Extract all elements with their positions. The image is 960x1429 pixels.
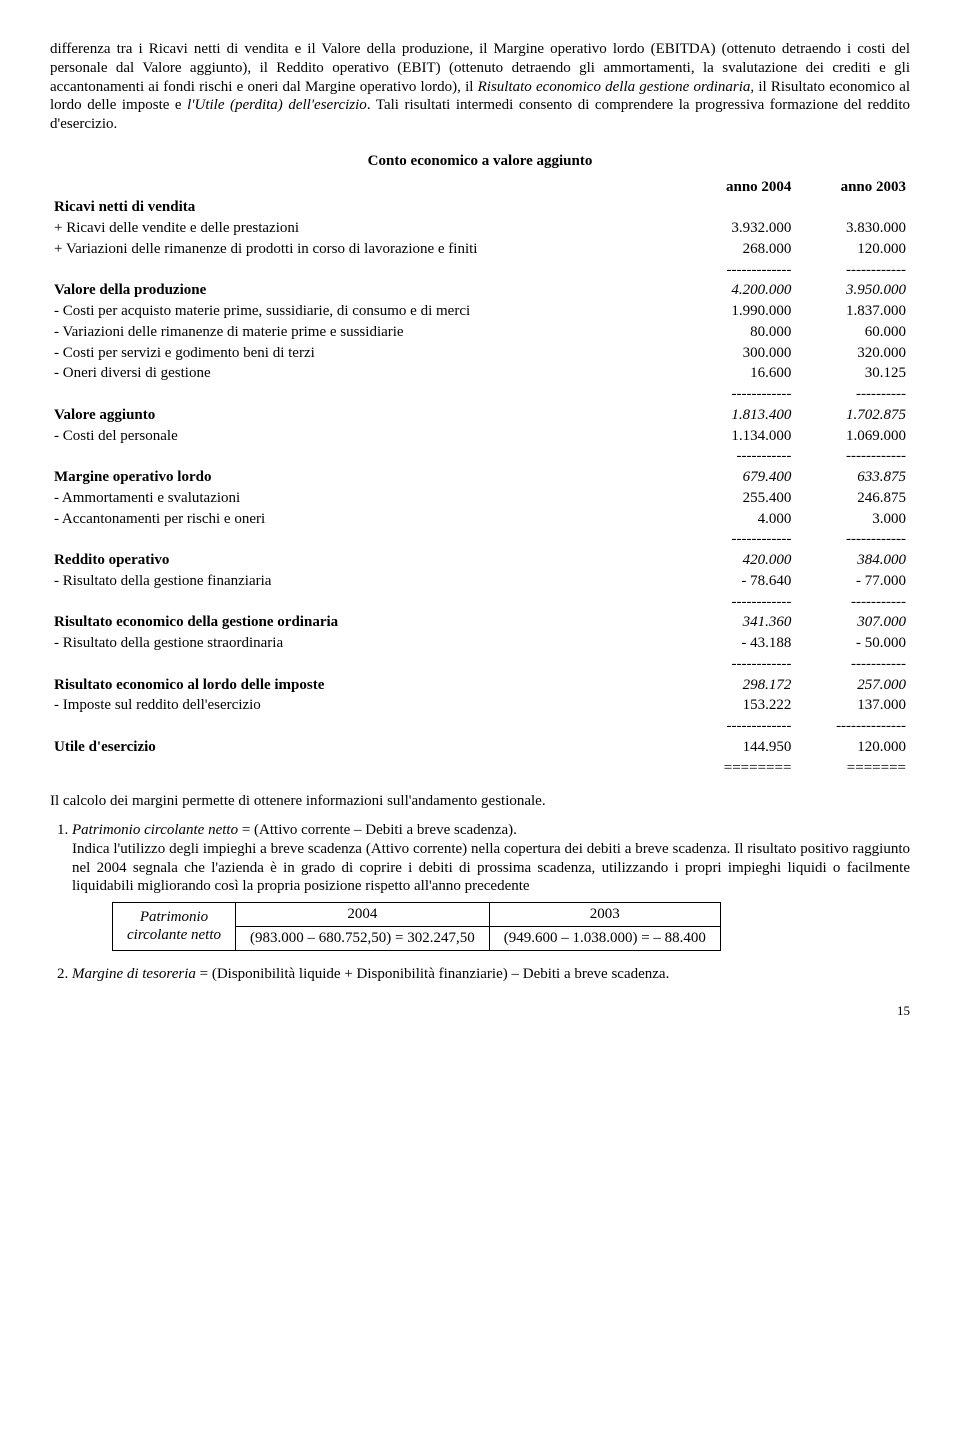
c-amm-04: 255.400 <box>684 488 795 509</box>
dash-e04: ------------ <box>684 592 795 613</box>
eq03: ======= <box>795 758 910 779</box>
ord-03: 307.000 <box>795 612 910 633</box>
r-variaz-04: 268.000 <box>684 239 795 260</box>
redop-04: 420.000 <box>684 550 795 571</box>
li2-a: Margine di tesoreria <box>72 966 196 982</box>
redop-03: 384.000 <box>795 550 910 571</box>
c-oneri-l: - Oneri diversi di gestione <box>50 363 684 384</box>
c-mat-04: 1.990.000 <box>684 301 795 322</box>
intro-text-d: l'Utile (perdita) dell'esercizio <box>187 97 367 113</box>
pat-2004-v: (983.000 – 680.752,50) = 302.247,50 <box>236 926 490 950</box>
c-var-04: 80.000 <box>684 322 795 343</box>
r-fin-03: - 77.000 <box>795 571 910 592</box>
c-oneri-03: 30.125 <box>795 363 910 384</box>
pat-2004-h: 2004 <box>236 903 490 927</box>
h-lordo: Risultato economico al lordo delle impos… <box>50 675 684 696</box>
pat-2003-v: (949.600 – 1.038.000) = – 88.400 <box>489 926 720 950</box>
c-amm-l: - Ammortamenti e svalutazioni <box>50 488 684 509</box>
c-var-03: 60.000 <box>795 322 910 343</box>
mol-04: 679.400 <box>684 467 795 488</box>
r-variaz-03: 120.000 <box>795 239 910 260</box>
h-ord: Risultato economico della gestione ordin… <box>50 612 684 633</box>
c-pers-03: 1.069.000 <box>795 426 910 447</box>
r-str-04: - 43.188 <box>684 633 795 654</box>
r-vendite-03: 3.830.000 <box>795 218 910 239</box>
r-imp-l: - Imposte sul reddito dell'esercizio <box>50 695 684 716</box>
dash-b03: ---------- <box>795 384 910 405</box>
utile-04: 144.950 <box>684 737 795 758</box>
pat-2003-h: 2003 <box>489 903 720 927</box>
eq04: ======== <box>684 758 795 779</box>
r-fin-l: - Risultato della gestione finanziaria <box>50 571 684 592</box>
conto-title: Conto economico a valore aggiunto <box>50 152 910 171</box>
pat-label: Patrimoniocircolante netto <box>113 903 236 951</box>
c-amm-03: 246.875 <box>795 488 910 509</box>
dash-f03: ----------- <box>795 654 910 675</box>
list-item-1: Patrimonio circolante netto = (Attivo co… <box>72 821 910 951</box>
valprod-03: 3.950.000 <box>795 280 910 301</box>
valagg-03: 1.702.875 <box>795 405 910 426</box>
margin-list: Patrimonio circolante netto = (Attivo co… <box>50 821 910 983</box>
utile-03: 120.000 <box>795 737 910 758</box>
intro-text-b: Risultato economico della gestione ordin… <box>478 79 751 95</box>
r-vendite-04: 3.932.000 <box>684 218 795 239</box>
h-valprod: Valore della produzione <box>50 280 684 301</box>
dash-c03: ------------ <box>795 446 910 467</box>
li1-a: Patrimonio circolante netto <box>72 822 238 838</box>
c-pers-04: 1.134.000 <box>684 426 795 447</box>
patrimonio-table: Patrimoniocircolante netto 2004 2003 (98… <box>112 902 721 951</box>
ord-04: 341.360 <box>684 612 795 633</box>
c-acc-l: - Accantonamenti per rischi e oneri <box>50 509 684 530</box>
h-mol: Margine operativo lordo <box>50 467 684 488</box>
c-acc-04: 4.000 <box>684 509 795 530</box>
h-valagg: Valore aggiunto <box>50 405 684 426</box>
intro-paragraph: differenza tra i Ricavi netti di vendita… <box>50 40 910 134</box>
col-2004: anno 2004 <box>684 177 795 198</box>
lordo-04: 298.172 <box>684 675 795 696</box>
dash-e03: ----------- <box>795 592 910 613</box>
c-acc-03: 3.000 <box>795 509 910 530</box>
r-fin-04: - 78.640 <box>684 571 795 592</box>
col-2003: anno 2003 <box>795 177 910 198</box>
r-str-l: - Risultato della gestione straordinaria <box>50 633 684 654</box>
r-variaz-l: + Variazioni delle rimanenze di prodotti… <box>50 239 684 260</box>
dash-c04: ----------- <box>684 446 795 467</box>
c-mat-l: - Costi per acquisto materie prime, suss… <box>50 301 684 322</box>
page-number: 15 <box>50 1003 910 1019</box>
valagg-04: 1.813.400 <box>684 405 795 426</box>
r-vendite-l: + Ricavi delle vendite e delle prestazio… <box>50 218 684 239</box>
dash-d04: ------------ <box>684 529 795 550</box>
dash-d03: ------------ <box>795 529 910 550</box>
li2-b: = (Disponibilità liquide + Disponibilità… <box>196 966 669 982</box>
valprod-04: 4.200.000 <box>684 280 795 301</box>
li1-b: = (Attivo corrente – Debiti a breve scad… <box>238 822 517 838</box>
h-ricavi: Ricavi netti di vendita <box>50 197 684 218</box>
c-var-l: - Variazioni delle rimanenze di materie … <box>50 322 684 343</box>
r-str-03: - 50.000 <box>795 633 910 654</box>
li1-c: Indica l'utilizzo degli impieghi a breve… <box>72 841 910 895</box>
after-p1: Il calcolo dei margini permette di otten… <box>50 792 910 811</box>
dash-a03: ------------ <box>795 260 910 281</box>
c-serv-l: - Costi per servizi e godimento beni di … <box>50 343 684 364</box>
h-utile: Utile d'esercizio <box>50 737 684 758</box>
conto-table: anno 2004 anno 2003 Ricavi netti di vend… <box>50 177 910 779</box>
r-imp-04: 153.222 <box>684 695 795 716</box>
dash-f04: ------------ <box>684 654 795 675</box>
c-oneri-04: 16.600 <box>684 363 795 384</box>
mol-03: 633.875 <box>795 467 910 488</box>
c-pers-l: - Costi del personale <box>50 426 684 447</box>
dash-b04: ------------ <box>684 384 795 405</box>
c-serv-04: 300.000 <box>684 343 795 364</box>
c-mat-03: 1.837.000 <box>795 301 910 322</box>
lordo-03: 257.000 <box>795 675 910 696</box>
list-item-2: Margine di tesoreria = (Disponibilità li… <box>72 965 910 984</box>
dash-a04: ------------- <box>684 260 795 281</box>
h-redop: Reddito operativo <box>50 550 684 571</box>
r-imp-03: 137.000 <box>795 695 910 716</box>
dash-g03: -------------- <box>795 716 910 737</box>
c-serv-03: 320.000 <box>795 343 910 364</box>
dash-g04: ------------- <box>684 716 795 737</box>
